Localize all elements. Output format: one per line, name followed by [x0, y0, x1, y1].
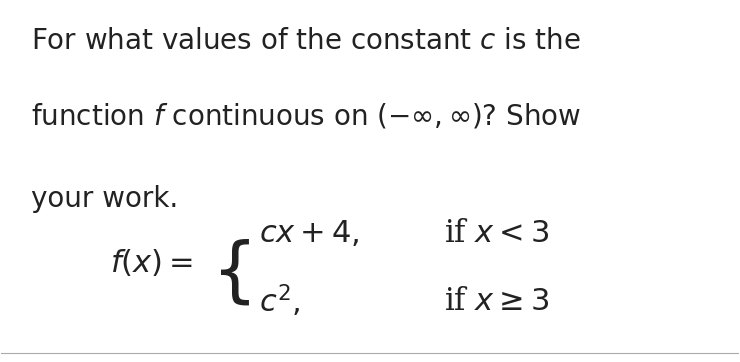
Text: if $x < 3$: if $x < 3$	[444, 218, 549, 249]
Text: $cx + 4,$: $cx + 4,$	[260, 218, 360, 249]
Text: function $f$ continuous on $(-\infty, \infty)$? Show: function $f$ continuous on $(-\infty, \i…	[31, 102, 581, 131]
Text: your work.: your work.	[31, 185, 178, 212]
Text: For what values of the constant $c$ is the: For what values of the constant $c$ is t…	[31, 26, 581, 55]
Text: $\{$: $\{$	[212, 237, 250, 308]
Text: $f(x) =$: $f(x) =$	[110, 248, 193, 279]
Text: if $x \geq 3$: if $x \geq 3$	[444, 286, 549, 317]
Text: $c^2,$: $c^2,$	[260, 283, 300, 320]
